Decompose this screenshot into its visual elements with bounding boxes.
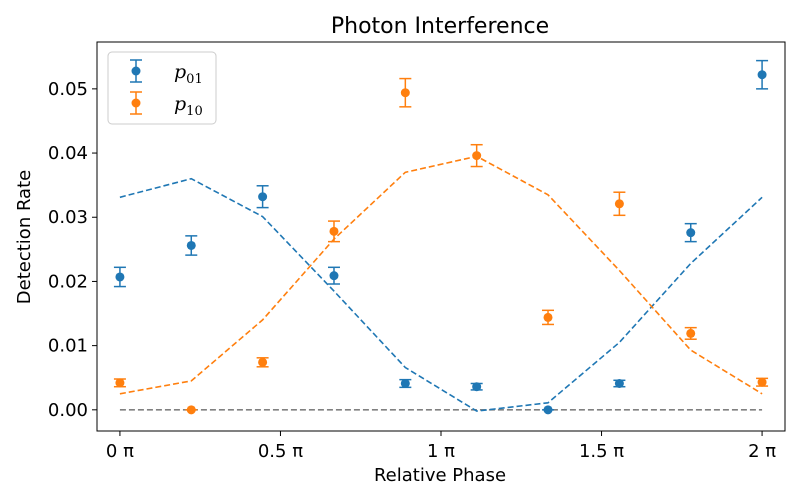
data-point-p10 bbox=[258, 357, 268, 367]
x-axis-label: Relative Phase bbox=[374, 465, 506, 486]
x-tick-label: 2 π bbox=[748, 441, 776, 462]
data-point-p10 bbox=[186, 405, 196, 415]
data-point-p10 bbox=[472, 151, 482, 161]
legend-label-p10: p10 bbox=[174, 93, 203, 119]
x-tick-label: 1.5 π bbox=[579, 441, 624, 462]
plot-area bbox=[113, 59, 769, 415]
data-point-p01 bbox=[329, 271, 339, 281]
x-tick-label: 1 π bbox=[427, 441, 455, 462]
data-point-p10 bbox=[400, 88, 410, 98]
data-point-p01 bbox=[472, 382, 482, 392]
legend-label-subscript: 01 bbox=[186, 72, 203, 87]
data-point-p10 bbox=[543, 312, 553, 322]
data-point-p01 bbox=[400, 378, 410, 388]
y-tick-label: 0.03 bbox=[48, 207, 88, 228]
x-tick-label: 0 π bbox=[106, 441, 134, 462]
legend-marker-p10 bbox=[131, 98, 141, 108]
data-point-p01 bbox=[614, 378, 624, 388]
data-point-p10 bbox=[686, 328, 696, 338]
data-point-p01 bbox=[115, 272, 125, 282]
data-point-p01 bbox=[543, 405, 553, 415]
y-axis-label: Detection Rate bbox=[14, 170, 35, 304]
data-point-p01 bbox=[686, 228, 696, 238]
chart-title: Photon Interference bbox=[331, 14, 549, 39]
y-tick-label: 0.02 bbox=[48, 271, 88, 292]
fit-line-p10 bbox=[119, 155, 763, 395]
legend-label-subscript: 10 bbox=[186, 104, 203, 119]
x-tick-label: 0.5 π bbox=[258, 441, 303, 462]
data-point-p10 bbox=[115, 378, 125, 388]
data-point-p01 bbox=[186, 240, 196, 250]
x-axis: 0 π 0.5 π 1 π 1.5 π 2 π bbox=[106, 431, 776, 462]
y-tick-label: 0.04 bbox=[48, 143, 88, 164]
y-tick-label: 0.05 bbox=[48, 79, 88, 100]
data-point-p01 bbox=[757, 70, 767, 80]
y-axis: 0.00 0.01 0.02 0.03 0.04 0.05 bbox=[48, 79, 97, 421]
legend-marker-p01 bbox=[131, 66, 141, 76]
y-tick-label: 0.00 bbox=[48, 400, 88, 421]
data-point-p10 bbox=[614, 199, 624, 209]
data-point-p10 bbox=[329, 226, 339, 236]
y-tick-label: 0.01 bbox=[48, 336, 88, 357]
data-point-p01 bbox=[258, 192, 268, 202]
data-point-p10 bbox=[757, 377, 767, 387]
